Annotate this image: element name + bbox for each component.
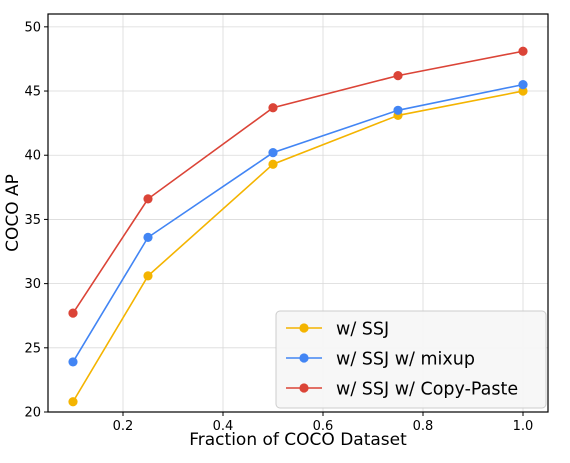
- x-tick-label: 0.6: [313, 419, 334, 434]
- series-1: [68, 86, 528, 407]
- data-point: [393, 105, 403, 115]
- legend: w/ SSJ w/ SSJ w/ mixup w/ SSJ w/ Copy-Past…: [275, 310, 547, 409]
- data-point: [518, 86, 528, 96]
- x-axis-label: Fraction of COCO Dataset: [189, 430, 407, 450]
- data-point: [143, 271, 153, 281]
- data-point: [143, 232, 153, 242]
- data-point: [268, 159, 278, 169]
- x-tick-label: 0.4: [213, 419, 234, 434]
- data-point: [143, 194, 153, 204]
- data-point: [518, 46, 528, 56]
- x-axis-ticks: 0.2 0.4 0.6 0.8 1.0: [113, 412, 534, 434]
- x-tick-label: 0.2: [113, 419, 134, 434]
- y-axis-ticks: 20 25 30 35 40 45 50: [24, 20, 48, 421]
- y-tick-label: 50: [24, 20, 41, 35]
- data-point: [518, 80, 528, 90]
- x-tick-label: 1.0: [513, 419, 534, 434]
- legend-box: [275, 310, 547, 409]
- y-tick-label: 45: [24, 85, 41, 100]
- legend-item: w/ SSJ w/ mixup: [286, 350, 475, 370]
- y-tick-label: 35: [24, 213, 41, 228]
- legend-item: w/ SSJ w/ Copy-Paste: [286, 380, 518, 400]
- legend-marker: [299, 323, 309, 333]
- legend-marker: [299, 383, 309, 393]
- data-point: [393, 71, 403, 81]
- data-point: [268, 103, 278, 113]
- y-tick-label: 40: [24, 149, 41, 164]
- y-tick-label: 30: [24, 277, 41, 292]
- legend-item: w/ SSJ: [286, 320, 389, 340]
- plot-frame: [47, 13, 549, 413]
- legend-label: w/ SSJ w/ mixup: [336, 350, 475, 370]
- legend-label: w/ SSJ w/ Copy-Paste: [336, 380, 518, 400]
- x-tick-label: 0.8: [413, 419, 434, 434]
- series-2: [68, 80, 528, 367]
- legend-marker: [299, 353, 309, 363]
- y-axis-label: COCO AP: [3, 174, 23, 252]
- data-point: [68, 397, 78, 407]
- series-line: [72, 50, 524, 314]
- series-3: [68, 46, 528, 318]
- data-point: [268, 148, 278, 158]
- data-point: [68, 357, 78, 367]
- series-layer: [68, 46, 528, 407]
- data-point: [68, 308, 78, 318]
- legend-label: w/ SSJ: [336, 320, 389, 340]
- y-tick-label: 25: [24, 341, 41, 356]
- y-tick-label: 20: [24, 406, 41, 421]
